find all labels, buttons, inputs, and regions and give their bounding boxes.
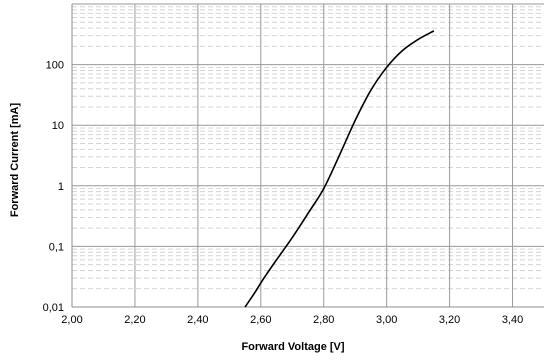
y-axis-title: Forward Current [mA]	[9, 103, 21, 218]
x-tick-label: 3,40	[502, 314, 523, 326]
x-tick-label: 2,40	[187, 314, 208, 326]
x-tick-label: 3,00	[376, 314, 397, 326]
x-tick-label: 2,60	[250, 314, 271, 326]
major-gridlines	[71, 3, 544, 308]
y-tick-label: 0,1	[49, 241, 64, 253]
series-layer	[244, 30, 435, 308]
x-tick-label: 2,80	[313, 314, 334, 326]
y-tick-labels: 0,01 0,1 1 10 100	[43, 60, 64, 314]
x-tick-label: 3,20	[439, 314, 460, 326]
series-line	[244, 30, 435, 308]
x-tick-label: 2,20	[124, 314, 145, 326]
x-axis-title: Forward Voltage [V]	[241, 341, 344, 353]
x-tick-labels: 2,00 2,20 2,40 2,60 2,80 3,00 3,20 3,40	[61, 314, 523, 326]
y-tick-label: 1	[58, 181, 64, 193]
y-tick-label: 0,01	[43, 302, 64, 314]
minor-gridlines	[72, 6, 544, 290]
y-tick-label: 100	[46, 60, 64, 72]
x-tick-label: 2,00	[61, 314, 82, 326]
y-tick-label: 10	[52, 120, 64, 132]
